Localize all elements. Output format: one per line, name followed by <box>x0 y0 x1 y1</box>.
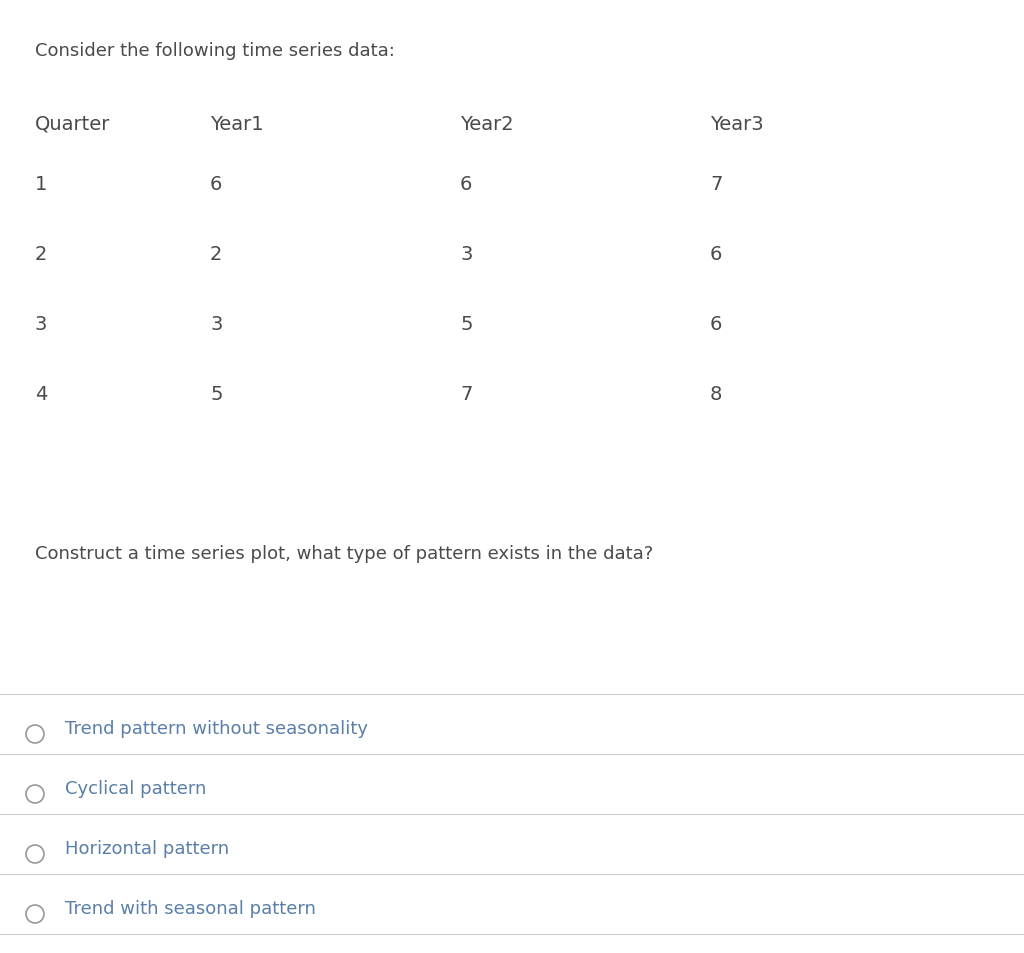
Text: 3: 3 <box>460 245 472 264</box>
Text: 7: 7 <box>710 174 722 193</box>
Text: Construct a time series plot, what type of pattern exists in the data?: Construct a time series plot, what type … <box>35 544 653 562</box>
Text: 7: 7 <box>460 385 472 403</box>
Text: 1: 1 <box>35 174 47 193</box>
Text: 6: 6 <box>710 245 722 264</box>
Text: 5: 5 <box>460 314 472 334</box>
Text: 3: 3 <box>35 314 47 334</box>
Text: 6: 6 <box>210 174 222 193</box>
Text: Consider the following time series data:: Consider the following time series data: <box>35 42 395 60</box>
Text: 6: 6 <box>460 174 472 193</box>
Text: Year3: Year3 <box>710 115 764 133</box>
Text: 2: 2 <box>35 245 47 264</box>
Text: 4: 4 <box>35 385 47 403</box>
Text: Quarter: Quarter <box>35 115 111 133</box>
Text: 6: 6 <box>710 314 722 334</box>
Text: 3: 3 <box>210 314 222 334</box>
Text: Trend with seasonal pattern: Trend with seasonal pattern <box>65 899 315 917</box>
Text: 2: 2 <box>210 245 222 264</box>
Text: Trend pattern without seasonality: Trend pattern without seasonality <box>65 720 368 738</box>
Text: 8: 8 <box>710 385 722 403</box>
Text: 5: 5 <box>210 385 222 403</box>
Text: Horizontal pattern: Horizontal pattern <box>65 840 229 857</box>
Text: Year1: Year1 <box>210 115 263 133</box>
Text: Cyclical pattern: Cyclical pattern <box>65 780 207 797</box>
Text: Year2: Year2 <box>460 115 514 133</box>
